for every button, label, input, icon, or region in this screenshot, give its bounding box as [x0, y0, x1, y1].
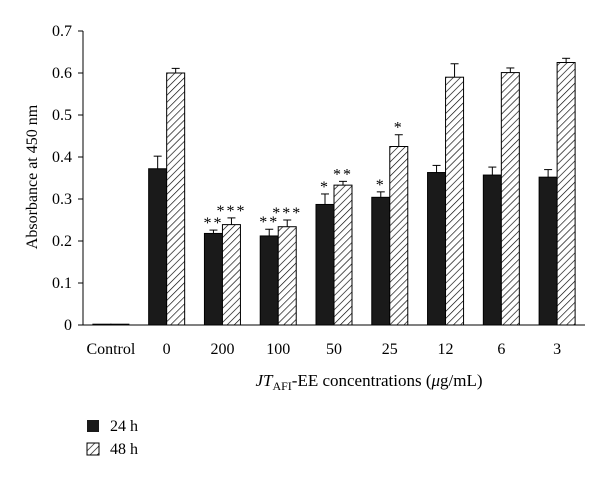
x-axis-label: JTAFI-EE concentrations (μg/mL) [255, 371, 482, 393]
x-tick-label: 3 [553, 341, 561, 358]
x-tick-label: 6 [497, 341, 505, 358]
significance-mark: * [376, 177, 386, 194]
y-tick-label: 0.6 [52, 65, 72, 82]
bar-24h [371, 196, 391, 326]
significance-mark: *** [216, 203, 246, 220]
y-tick-label: 0 [64, 317, 72, 334]
bar-24h [259, 235, 279, 326]
legend-swatch-48h [86, 442, 100, 456]
bar-24h [203, 232, 223, 326]
y-tick-label: 0.5 [52, 107, 72, 124]
bar-24h [148, 168, 168, 326]
bar-48h [445, 76, 465, 326]
bar-24h [538, 176, 558, 326]
x-tick-label: 0 [163, 341, 171, 358]
x-axis-label-mu: μ [431, 371, 441, 390]
x-axis-label-prefix: JT [255, 371, 274, 390]
legend-swatch-24h [87, 420, 99, 432]
bar-48h [110, 323, 130, 326]
legend-label-48h: 48 h [110, 441, 138, 458]
y-tick-label: 0.3 [52, 191, 72, 208]
bar-24h [315, 203, 335, 326]
y-tick-label: 0.2 [52, 233, 72, 250]
x-axis-label-suffix: -EE concentrations ( [292, 371, 432, 390]
x-tick-label: 200 [210, 341, 234, 358]
significance-mark: * [320, 179, 330, 196]
x-tick-label: 100 [266, 341, 290, 358]
x-tick-label: 12 [438, 341, 454, 358]
significance-mark: ** [203, 215, 223, 232]
bar-24h [92, 323, 112, 326]
legend: 24 h 48 h [86, 418, 138, 458]
significance-mark: ** [259, 214, 279, 231]
y-axis-label: Absorbance at 450 nm [24, 104, 41, 249]
bar-24h [427, 172, 447, 326]
bar-48h [389, 146, 409, 326]
significance-mark: ** [333, 166, 353, 183]
y-tick-label: 0.4 [52, 149, 72, 166]
bar-24h [482, 174, 502, 326]
x-axis-label-subscript: AFI [272, 379, 291, 393]
bar-48h [166, 72, 186, 326]
significance-mark: * [394, 120, 404, 137]
bar-48h [500, 72, 520, 326]
significance-mark: *** [272, 205, 302, 222]
bar-48h [277, 226, 297, 326]
y-tick-label: 0.7 [52, 23, 72, 40]
x-tick-label: Control [86, 341, 135, 358]
x-tick-label: 25 [382, 341, 398, 358]
bar-48h [221, 224, 241, 326]
x-tick-label: 50 [326, 341, 342, 358]
legend-label-24h: 24 h [110, 418, 138, 435]
x-axis-label-unit: g/mL) [440, 371, 483, 390]
bar-48h [556, 62, 576, 326]
bar-48h [333, 184, 353, 326]
y-tick-label: 0.1 [52, 275, 72, 292]
